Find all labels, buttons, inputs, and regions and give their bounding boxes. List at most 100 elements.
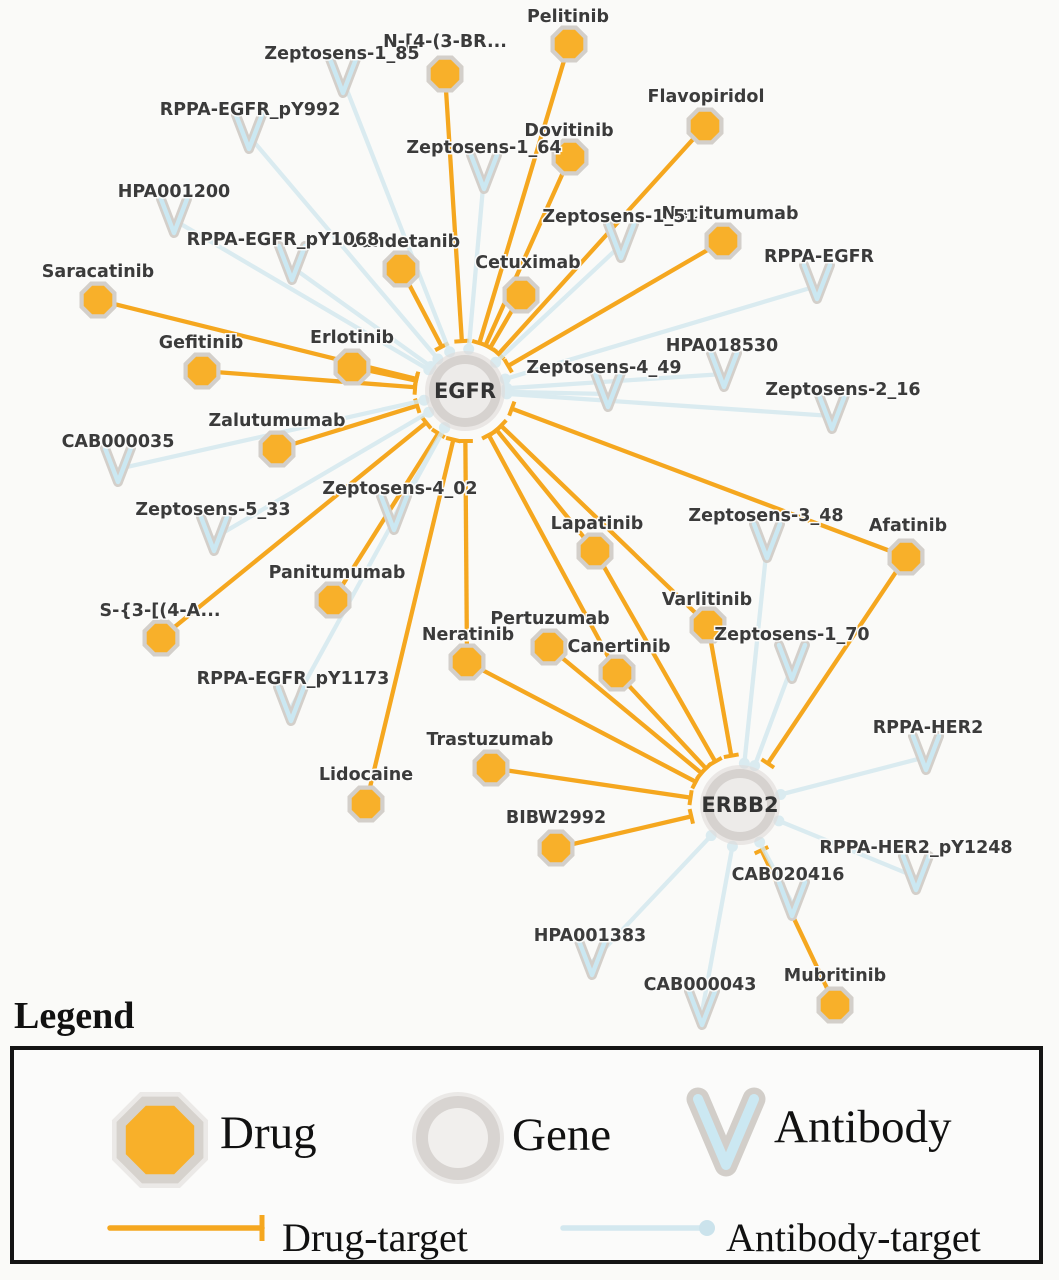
drug-node-pertuzumab: [530, 628, 568, 666]
edge-lapatinib-erbb2: [593, 549, 718, 763]
antibody-chevron-inner: [158, 196, 190, 236]
drug-label-s3_4a: S-{3-[(4-A...: [99, 601, 220, 621]
drug-label-canertinib: Canertinib: [568, 637, 671, 657]
edge-tee-afatinib: [507, 400, 517, 417]
edge-zeptosens_5_33-egfr: [212, 410, 430, 540]
drug-label-lidocaine: Lidocaine: [319, 765, 413, 785]
legend-box: Drug Gene Antibody Drug-target Antibody-…: [10, 1046, 1043, 1264]
drug-label-erlotinib: Erlotinib: [310, 328, 394, 348]
drug-label-saracatinib: Saracatinib: [42, 262, 154, 282]
drug-octagon-icon: [690, 111, 720, 141]
antibody-node-zeptosens_1_70: [774, 640, 810, 684]
drug-octagon-icon: [891, 542, 921, 572]
edge-flavopiridol-egfr: [496, 124, 707, 356]
drug-node-flavopiridol: [686, 107, 724, 145]
drug-label-n4_3br: N-[4-(3-BR...: [383, 32, 507, 52]
legend-antibody-target-line: [560, 1220, 715, 1236]
edge-gefitinib-egfr: [201, 368, 416, 390]
antibody-label-zeptosens_1_70: Zeptosens-1_70: [714, 625, 869, 645]
antibody-node-hpa018530: [706, 348, 742, 392]
drug-node-lidocaine: [347, 785, 385, 823]
edge-tee-trastuzumab: [687, 789, 694, 806]
drug-octagon-icon: [83, 285, 113, 315]
edge-rppa_egfr_py1173-egfr: [289, 426, 447, 710]
antibody-label-zeptosens_4_49: Zeptosens-4_49: [526, 358, 681, 378]
edge-pelitinib-egfr: [477, 43, 572, 344]
edge-zeptosens_3_48-erbb2: [742, 544, 770, 764]
drug-node-gefitinib: [183, 352, 221, 390]
antibody-label-zeptosens_3_48: Zeptosens-3_48: [688, 506, 843, 526]
antibody-node-cab000035: [100, 443, 136, 487]
antibody-chevron-inner: [776, 879, 808, 919]
antibody-label-zeptosens_5_33: Zeptosens-5_33: [135, 500, 290, 520]
antibody-node-hpa001383: [574, 936, 610, 980]
antibody-node-zeptosens_1_51: [603, 219, 639, 263]
edge-tee-afatinib: [760, 757, 776, 770]
edge-lidocaine-egfr: [363, 439, 456, 805]
edge-n4_3br-egfr: [442, 73, 464, 342]
legend-drug-icon: [112, 1092, 208, 1188]
drug-node-afatinib: [887, 538, 925, 576]
drug-node-mubritinib: [816, 986, 854, 1024]
edge-varlitinib-egfr: [499, 424, 710, 627]
antibody-chevron-inner: [708, 350, 740, 390]
antibody-label-rppa_egfr_py1068: RPPA-EGFR_pY1068: [187, 230, 380, 250]
drug-label-cetuximab: Cetuximab: [475, 253, 580, 273]
drug-node-necitumumab: [704, 222, 742, 260]
edge-tee-bibw2992: [687, 808, 695, 825]
drug-node-dovitinib: [551, 138, 589, 176]
antibody-chevron-inner: [686, 988, 718, 1028]
drug-label-afatinib: Afatinib: [869, 516, 947, 536]
edge-tee-cetuximab: [482, 342, 498, 354]
antibody-chevron-inner: [816, 392, 848, 432]
edge-canertinib-egfr: [486, 433, 619, 675]
edge-necitumumab-egfr: [507, 239, 725, 368]
legend-drug-target-label: Drug-target: [282, 1215, 468, 1260]
drug-octagon-icon: [318, 585, 348, 615]
antibody-chevron-inner: [276, 243, 308, 283]
drug-octagon-icon: [146, 623, 176, 653]
edge-rppa_her2_py1248-erbb2: [778, 818, 917, 879]
edge-tee-canertinib: [481, 429, 497, 441]
drug-node-bibw2992: [537, 829, 575, 867]
drug-label-necitumumab: Necitumumab: [662, 204, 799, 224]
antibody-label-zeptosens_1_64: Zeptosens-1_64: [406, 138, 561, 158]
drug-node-cetuximab: [502, 276, 540, 314]
antibody-chevron-inner: [102, 445, 134, 485]
drug-node-s3_4a: [142, 619, 180, 657]
antibody-chevron-inner: [605, 221, 637, 261]
antibody-node-rppa_egfr: [799, 260, 835, 304]
drug-octagon-icon: [555, 142, 585, 172]
legend-drug-target-line: [107, 1215, 265, 1241]
drug-target-edges: [97, 43, 908, 1006]
antibody-node-cab000043: [684, 986, 720, 1030]
edge-tee-varlitinib: [723, 752, 739, 760]
antibody-label-rppa_egfr_py1173: RPPA-EGFR_pY1173: [197, 669, 390, 689]
antibody-label-cab000043: CAB000043: [644, 975, 757, 995]
drug-label-mubritinib: Mubritinib: [784, 966, 886, 986]
edge-zeptosens_1_85-egfr: [340, 79, 452, 353]
drug-label-zalutumumab: Zalutumumab: [208, 411, 345, 431]
antibody-chevron-inner: [900, 853, 932, 893]
drug-octagon-icon: [476, 753, 506, 783]
antibody-chevron-inner: [576, 938, 608, 978]
edge-zeptosens_2_16-egfr: [506, 391, 833, 419]
drug-label-vandetanib: Vandetanib: [348, 232, 460, 252]
drug-label-pertuzumab: Pertuzumab: [490, 609, 609, 629]
antibody-chevron-inner: [378, 493, 410, 533]
edge-trastuzumab-erbb2: [490, 765, 691, 800]
antibody-node-rppa_her2: [908, 731, 944, 775]
antibody-chevron-inner: [233, 112, 265, 152]
edge-rppa_egfr-egfr: [504, 283, 818, 382]
drug-node-canertinib: [598, 654, 636, 692]
drug-nodes: [79, 25, 925, 1024]
drug-octagon-icon: [554, 29, 584, 59]
drug-octagon-icon: [602, 658, 632, 688]
edge-bibw2992-erbb2: [555, 814, 692, 851]
edge-cab000043-erbb2: [699, 845, 735, 1013]
drug-label-varlitinib: Varlitinib: [662, 590, 752, 610]
edge-tee-erlotinib: [412, 372, 420, 389]
edge-afatinib-egfr: [511, 406, 907, 560]
